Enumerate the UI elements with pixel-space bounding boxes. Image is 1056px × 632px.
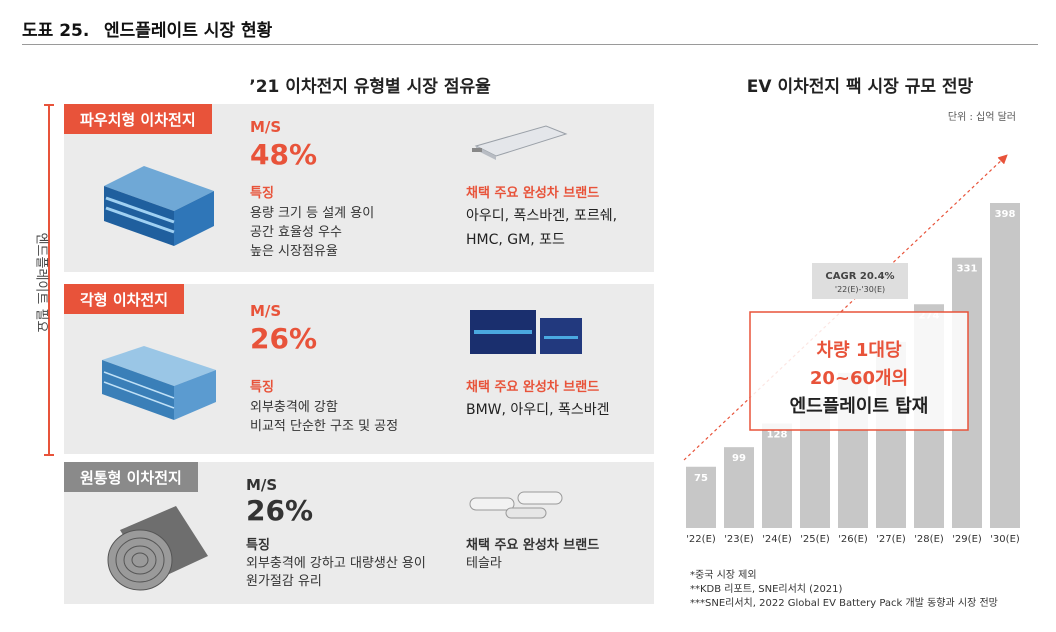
prismatic-feature: 외부충격에 강함 bbox=[250, 400, 338, 415]
x-tick-label: '30(E) bbox=[990, 534, 1020, 545]
footnote: *중국 시장 제외 bbox=[690, 570, 757, 581]
cagr-label: CAGR 20.4% bbox=[825, 271, 894, 282]
panel-prismatic: 각형 이차전지 M/S 26% 특징 외부충격에 강함 비교적 단순한 구조 및… bbox=[64, 284, 654, 454]
prismatic-cell-illustration bbox=[102, 346, 216, 420]
prismatic-brands: BMW, 아우디, 폭스바겐 bbox=[466, 402, 610, 418]
pouch-brands: 아우디, 폭스바겐, 포르쉐, bbox=[466, 208, 618, 224]
trend-arrow bbox=[683, 154, 1008, 461]
callout-box bbox=[749, 311, 969, 431]
footnote: **KDB 리포트, SNE리서치 (2021) bbox=[690, 584, 843, 595]
bar bbox=[762, 423, 792, 528]
bar-chart: 75'22(E)99'23(E)128'24(E)159'25(E)'26(E)… bbox=[683, 154, 1020, 545]
callout-text: 차량 1대당 bbox=[816, 340, 901, 361]
callout-text: 20~60개의 bbox=[810, 368, 908, 389]
panel-cylindrical: 원통형 이차전지 M/S 26% 특징 외부충격에 강하고 대량생산 용이 원가… bbox=[64, 462, 654, 604]
cylindrical-features-title: 특징 bbox=[246, 538, 270, 553]
prismatic-tag: 각형 이차전지 bbox=[64, 284, 185, 314]
cylindrical-feature: 외부충격에 강하고 대량생산 용이 bbox=[246, 556, 426, 571]
figure-title: 엔드플레이트 시장 현황 bbox=[104, 20, 273, 41]
pouch-ms-label: M/S bbox=[250, 118, 282, 136]
prismatic-features-title: 특징 bbox=[250, 380, 274, 395]
cylindrical-cell-illustration bbox=[107, 506, 208, 591]
bar bbox=[990, 203, 1020, 528]
x-tick-label: '23(E) bbox=[724, 534, 754, 545]
cylindrical-tag: 원통형 이차전지 bbox=[64, 462, 198, 492]
chart-unit: 단위 : 십억 달러 bbox=[947, 112, 1016, 123]
x-tick-label: '24(E) bbox=[762, 534, 792, 545]
cylindrical-ms-value: 26% bbox=[246, 494, 314, 527]
bar-value-label: 331 bbox=[957, 264, 978, 275]
pouch-brands-title: 채택 주요 완성차 브랜드 bbox=[466, 186, 600, 201]
pouch-ms-value: 48% bbox=[250, 138, 318, 171]
pouch-feature: 공간 효율성 우수 bbox=[250, 225, 342, 240]
bar bbox=[686, 466, 716, 528]
prismatic-feature: 비교적 단순한 구조 및 공정 bbox=[250, 419, 399, 434]
prismatic-brands-title: 채택 주요 완성차 브랜드 bbox=[466, 380, 600, 395]
pouch-cell-illustration bbox=[104, 166, 214, 246]
footnote: ***SNE리서치, 2022 Global EV Battery Pack 개… bbox=[690, 598, 998, 609]
cylindrical-cell-photo bbox=[469, 491, 563, 519]
bar-value-label: 75 bbox=[694, 473, 708, 484]
x-tick-label: '22(E) bbox=[686, 534, 716, 545]
prismatic-ms-value: 26% bbox=[250, 322, 318, 355]
x-tick-label: '25(E) bbox=[800, 534, 830, 545]
chart-title: EV 이차전지 팩 시장 규모 전망 bbox=[746, 77, 974, 97]
cagr-period: '22(E)-'30(E) bbox=[835, 285, 885, 294]
side-bracket bbox=[44, 104, 54, 456]
cagr-box bbox=[812, 263, 908, 299]
pouch-brands: HMC, GM, 포드 bbox=[466, 232, 565, 248]
callout-text: 엔드플레이트 탑재 bbox=[790, 396, 929, 417]
x-tick-label: '27(E) bbox=[876, 534, 906, 545]
cylindrical-feature: 원가절감 유리 bbox=[246, 574, 322, 589]
x-tick-label: '29(E) bbox=[952, 534, 982, 545]
figure-number: 도표 25. bbox=[22, 20, 90, 41]
bar-value-label: 99 bbox=[732, 453, 746, 464]
bar-value-label: 128 bbox=[767, 429, 788, 440]
cylindrical-brands-title: 채택 주요 완성차 브랜드 bbox=[466, 538, 600, 553]
prismatic-ms-label: M/S bbox=[250, 302, 282, 320]
bar bbox=[724, 447, 754, 528]
pouch-tag: 파우치형 이차전지 bbox=[64, 104, 212, 134]
x-tick-label: '26(E) bbox=[838, 534, 868, 545]
left-section-title: ’21 이차전지 유형별 시장 점유율 bbox=[249, 77, 491, 97]
cylindrical-ms-label: M/S bbox=[246, 476, 278, 494]
pouch-cell-photo bbox=[472, 125, 568, 160]
x-tick-label: '28(E) bbox=[914, 534, 944, 545]
pouch-feature: 용량 크기 등 설계 용이 bbox=[250, 206, 375, 221]
pouch-features-title: 특징 bbox=[250, 186, 274, 201]
pouch-feature: 높은 시장점유율 bbox=[250, 244, 338, 259]
prismatic-cell-photo bbox=[470, 310, 582, 354]
header: 도표 25. 엔드플레이트 시장 현황 bbox=[22, 14, 272, 42]
header-divider bbox=[22, 44, 1038, 45]
bar-value-label: 398 bbox=[995, 209, 1016, 220]
panel-pouch: 파우치형 이차전지 M/S 48% 특징 용량 크기 등 설계 용이 공간 효율… bbox=[64, 104, 654, 272]
cylindrical-brands: 테슬라 bbox=[466, 556, 502, 571]
